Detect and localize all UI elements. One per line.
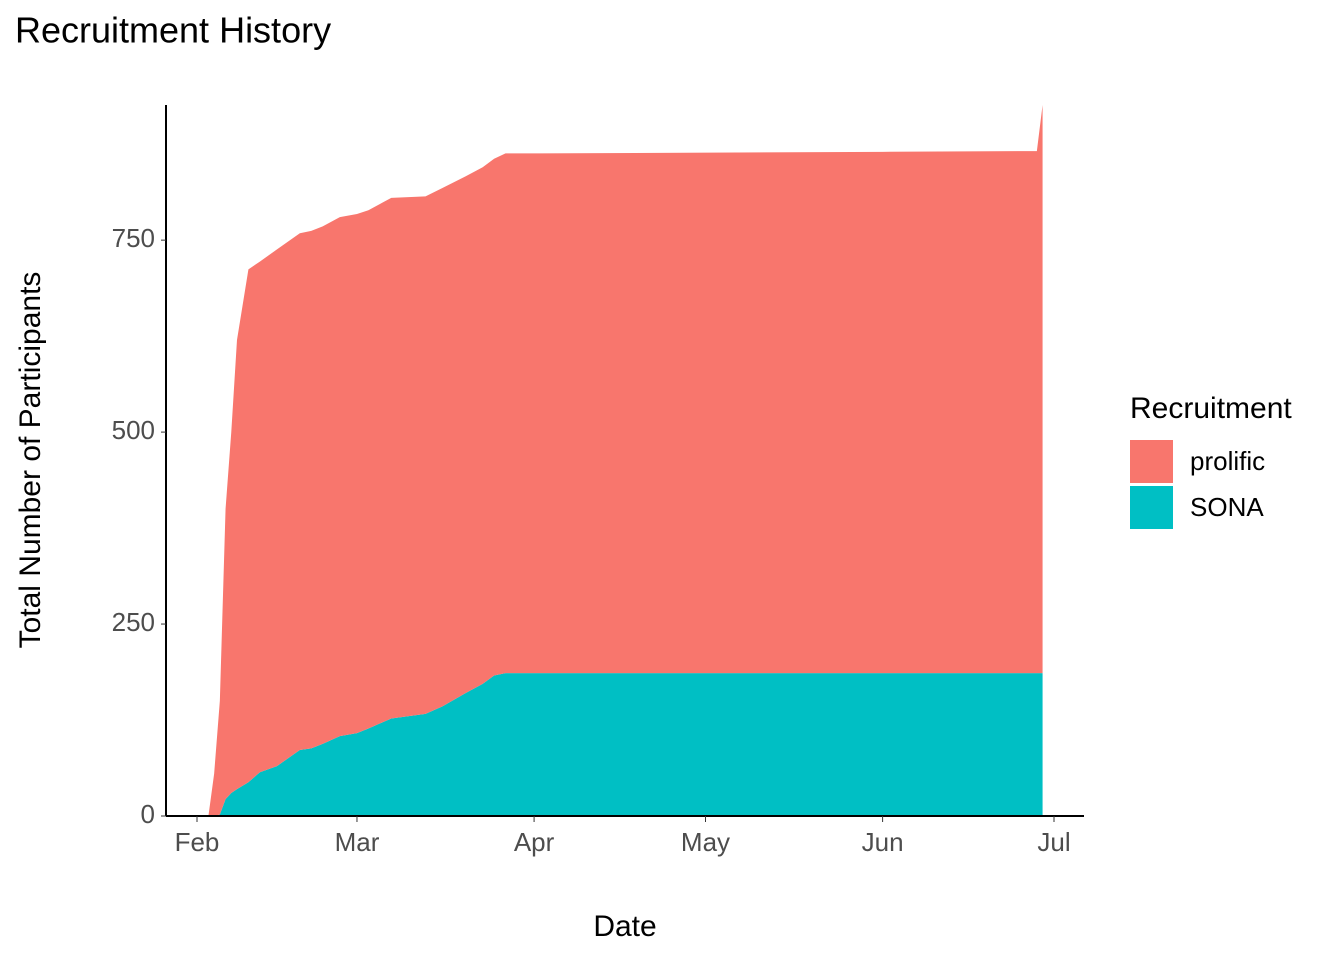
legend-title: Recruitment bbox=[1130, 392, 1292, 425]
x-tick-label: May bbox=[681, 827, 730, 857]
x-tick-label: Jun bbox=[862, 827, 904, 857]
y-tick-label: 750 bbox=[112, 223, 155, 253]
x-tick-label: Feb bbox=[175, 827, 220, 857]
area bbox=[208, 673, 1043, 816]
legend-label: prolific bbox=[1190, 446, 1265, 476]
x-tick-label: Mar bbox=[335, 827, 380, 857]
legend-label: SONA bbox=[1190, 492, 1264, 522]
legend-swatch bbox=[1130, 440, 1173, 483]
y-axis-title: Total Number of Participants bbox=[14, 272, 47, 649]
y-tick-label: 0 bbox=[141, 799, 155, 829]
x-axis-title: Date bbox=[593, 910, 656, 943]
chart-title: Recruitment History bbox=[15, 10, 331, 51]
y-tick-label: 500 bbox=[112, 415, 155, 445]
legend-swatch bbox=[1130, 486, 1173, 529]
x-tick-label: Jul bbox=[1037, 827, 1070, 857]
area bbox=[208, 105, 1043, 816]
y-tick-label: 250 bbox=[112, 607, 155, 637]
x-tick-label: Apr bbox=[514, 827, 555, 857]
